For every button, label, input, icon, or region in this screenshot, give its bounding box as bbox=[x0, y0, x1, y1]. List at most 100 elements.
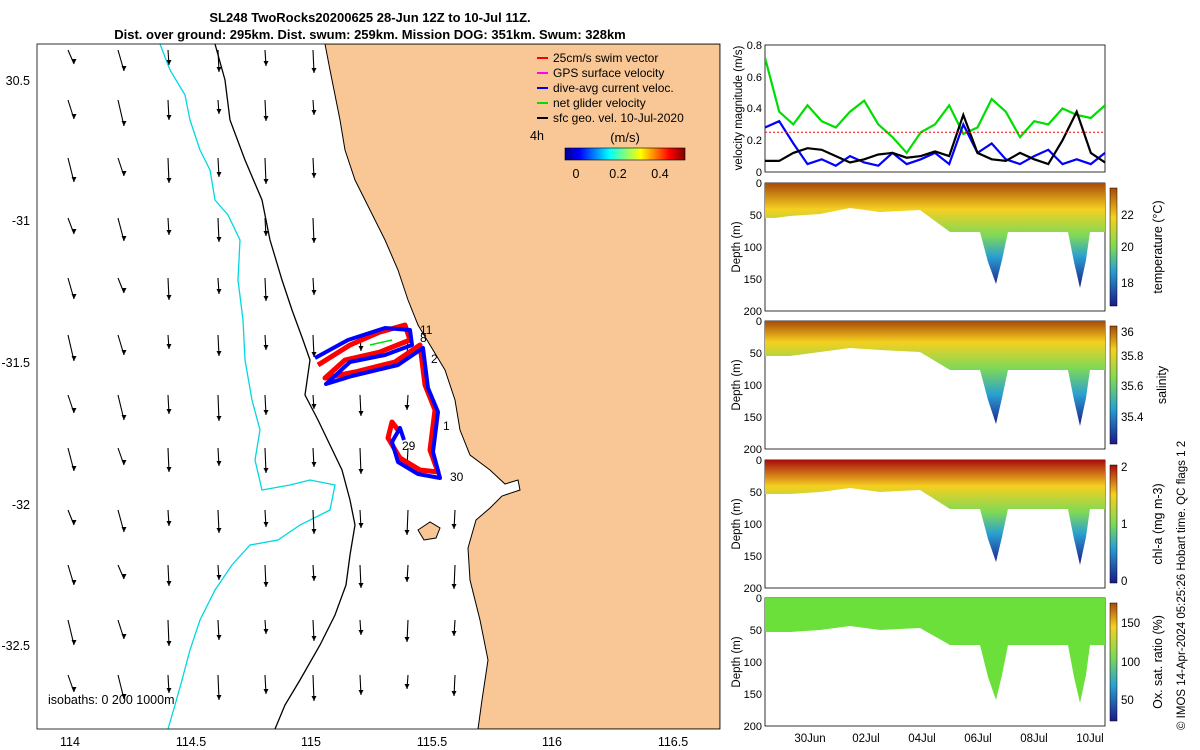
salinity-cbar-label: salinity bbox=[1155, 365, 1169, 404]
surface-velocity-arrows bbox=[67, 49, 457, 702]
map-xtick: 114.5 bbox=[176, 735, 206, 749]
velocity-arrowhead bbox=[358, 690, 364, 695]
map-xtick: 115.5 bbox=[417, 735, 447, 749]
velocity-arrowhead bbox=[263, 231, 269, 236]
salinity-ytick: 200 bbox=[744, 444, 762, 456]
velocity-arrowhead bbox=[311, 110, 317, 115]
velocity-arrowhead bbox=[121, 415, 127, 420]
velocity-arrowhead bbox=[263, 296, 269, 301]
velocity-arrowhead bbox=[263, 179, 269, 184]
map-xtick: 115 bbox=[301, 735, 321, 749]
temperature-ytick: 100 bbox=[744, 242, 762, 254]
credit-text: © IMOS 14-Apr-2024 05:25:26 Hobart time.… bbox=[1176, 440, 1188, 730]
track-label: 8 bbox=[420, 331, 427, 345]
velocity-arrowhead bbox=[358, 469, 364, 474]
velocity-arrowhead bbox=[71, 580, 77, 585]
velocity-arrowhead bbox=[166, 178, 172, 183]
map-xtick: 116.5 bbox=[658, 735, 688, 749]
map-ytick: -31 bbox=[12, 214, 30, 228]
oxygen-ytick: 50 bbox=[750, 625, 762, 637]
track-label: 2 bbox=[431, 352, 438, 366]
oxygen-ylabel: Depth (m) bbox=[731, 636, 743, 687]
velocity-arrowhead bbox=[71, 408, 77, 413]
velocity-arrowhead bbox=[216, 461, 222, 466]
velocity-arrowhead bbox=[216, 237, 222, 242]
velocity-ytick: 0.8 bbox=[747, 40, 762, 52]
velocity-arrowhead bbox=[71, 294, 77, 299]
velocity-arrowhead bbox=[166, 295, 172, 300]
velocity-arrowhead bbox=[404, 684, 410, 689]
oxygen-field bbox=[765, 598, 1105, 703]
velocity-ytick: 0.4 bbox=[747, 103, 762, 115]
series-line-dive-avg-current-veloc- bbox=[765, 119, 1105, 167]
legend-entry: sfc geo. vel. 10-Jul-2020 bbox=[553, 111, 684, 125]
temperature-ytick: 200 bbox=[744, 306, 762, 318]
time-tick: 10Jul bbox=[1076, 733, 1104, 745]
temperature-cbar-tick: 22 bbox=[1121, 210, 1134, 222]
velocity-arrowhead bbox=[166, 409, 172, 414]
salinity-field bbox=[765, 321, 1105, 426]
temperature-colorbar bbox=[1109, 187, 1118, 307]
legend-entry: 25cm/s swim vector bbox=[553, 51, 658, 65]
velocity-arrowhead bbox=[358, 630, 364, 635]
series-line-sfc-geo-vel- bbox=[765, 108, 1105, 166]
map-ytick: -32 bbox=[12, 498, 30, 512]
series-line-net-glider-velocity bbox=[765, 57, 1105, 155]
velocity-arrowhead bbox=[166, 641, 172, 646]
track-label: 1 bbox=[443, 419, 450, 433]
velocity-arrowhead bbox=[263, 689, 269, 694]
figure-title-line1: SL248 TwoRocks20200625 28-Jun 12Z to 10-… bbox=[209, 10, 531, 25]
velocity-arrowhead bbox=[216, 528, 222, 533]
velocity-arrowhead bbox=[71, 356, 77, 361]
velocity-ytick: 0 bbox=[756, 167, 762, 179]
velocity-arrowhead bbox=[166, 230, 172, 235]
colorbar-tick: 0 bbox=[573, 167, 580, 181]
velocity-arrowhead bbox=[404, 637, 410, 642]
velocity-arrowhead bbox=[263, 629, 269, 634]
velocity-arrowhead bbox=[166, 521, 172, 526]
glider-track-green bbox=[369, 339, 393, 346]
temperature-field bbox=[765, 183, 1105, 288]
island bbox=[417, 521, 441, 541]
chla-panel: 0 50 100 150 200 Depth (m) 0 1 2 chl-a (… bbox=[731, 455, 1165, 595]
velocity-arrowhead bbox=[263, 410, 269, 415]
velocity-ytick: 0.6 bbox=[747, 72, 762, 84]
velocity-arrowhead bbox=[451, 631, 457, 636]
isobath-200m bbox=[214, 44, 356, 729]
velocity-arrowhead bbox=[121, 460, 127, 465]
oxygen-ytick: 0 bbox=[756, 593, 762, 605]
salinity-ytick: 150 bbox=[744, 412, 762, 424]
velocity-arrowhead bbox=[311, 404, 317, 409]
map-ytick: -32.5 bbox=[2, 639, 31, 653]
velocity-arrowhead bbox=[311, 290, 317, 295]
velocity-arrowhead bbox=[311, 173, 317, 178]
chla-colorbar bbox=[1109, 464, 1118, 584]
time-tick: 08Jul bbox=[1020, 733, 1048, 745]
velocity-arrowhead bbox=[263, 582, 269, 587]
temperature-ytick: 50 bbox=[750, 210, 762, 222]
chla-cbar-tick: 1 bbox=[1121, 519, 1127, 531]
velocity-arrowhead bbox=[216, 575, 222, 580]
velocity-arrowhead bbox=[263, 61, 269, 66]
oxygen-ytick: 150 bbox=[744, 689, 762, 701]
velocity-arrowhead bbox=[121, 121, 127, 126]
salinity-cbar-tick: 35.6 bbox=[1121, 381, 1143, 393]
temperature-ytick: 0 bbox=[756, 178, 762, 190]
map-xtick: 116 bbox=[542, 735, 562, 749]
glider-track-blue bbox=[314, 326, 442, 480]
chla-cbar-tick: 0 bbox=[1121, 576, 1127, 588]
salinity-ylabel: Depth (m) bbox=[731, 359, 743, 410]
velocity-arrowhead bbox=[358, 411, 364, 416]
salinity-panel: 0 50 100 150 200 Depth (m) 35.4 35.6 35.… bbox=[731, 316, 1169, 456]
velocity-arrowhead bbox=[451, 691, 457, 696]
velocity-arrowhead bbox=[311, 636, 317, 641]
velocity-arrowhead bbox=[71, 59, 77, 64]
temperature-cbar-tick: 20 bbox=[1121, 242, 1134, 254]
salinity-cbar-tick: 35.4 bbox=[1121, 412, 1144, 424]
oxygen-ytick: 100 bbox=[744, 657, 762, 669]
velocity-ylabel: velocity magnitude (m/s) bbox=[733, 46, 745, 171]
salinity-colorbar bbox=[1109, 325, 1118, 445]
oxygen-cbar-tick: 150 bbox=[1121, 618, 1140, 630]
salinity-ytick: 0 bbox=[756, 316, 762, 328]
temperature-ylabel: Depth (m) bbox=[731, 221, 743, 272]
